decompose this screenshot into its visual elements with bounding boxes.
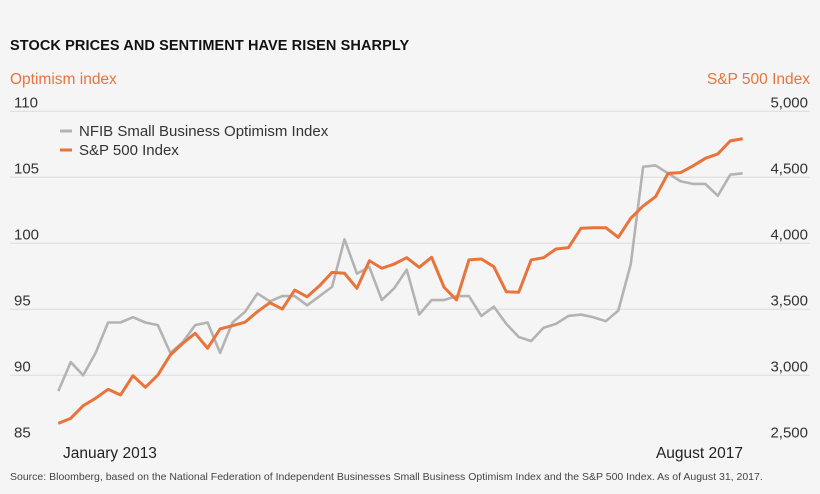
- source-note: Source: Bloomberg, based on the National…: [10, 471, 763, 483]
- right-tick-label: 3,000: [770, 358, 808, 375]
- legend-label: NFIB Small Business Optimism Index: [79, 123, 329, 140]
- left-axis-title: Optimism index: [10, 71, 117, 88]
- right-tick-label: 2,500: [770, 424, 808, 441]
- right-tick-label: 5,000: [770, 94, 808, 111]
- right-axis-title: S&P 500 Index: [706, 71, 810, 88]
- left-tick-label: 95: [14, 292, 31, 309]
- right-tick-label: 4,000: [770, 226, 808, 243]
- left-tick-label: 85: [14, 424, 31, 441]
- left-tick-label: 90: [14, 358, 31, 375]
- series-line-sp500: [57, 137, 743, 425]
- left-tick-label: 100: [14, 226, 39, 243]
- left-tick-label: 105: [14, 160, 39, 177]
- right-tick-label: 4,500: [770, 160, 808, 177]
- x-tick-label-start: January 2013: [63, 445, 157, 462]
- right-tick-label: 3,500: [770, 292, 808, 309]
- x-tick-label-end: August 2017: [656, 445, 743, 462]
- legend-label: S&P 500 Index: [79, 142, 179, 159]
- series-line-nfib: [57, 164, 743, 392]
- chart-title: STOCK PRICES AND SENTIMENT HAVE RISEN SH…: [10, 38, 410, 54]
- left-tick-label: 110: [14, 94, 38, 111]
